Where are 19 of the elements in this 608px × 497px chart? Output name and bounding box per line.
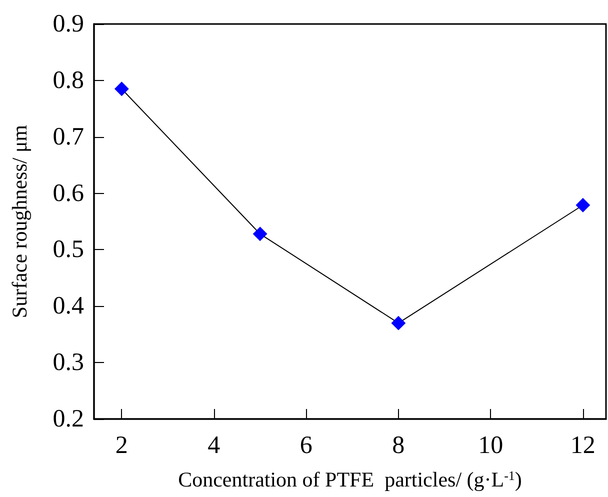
x-tick-label: 2 bbox=[115, 432, 128, 459]
point bbox=[114, 82, 129, 96]
y-tick-label: 0.2 bbox=[52, 406, 84, 432]
point bbox=[576, 198, 590, 212]
x-tick-label: 8 bbox=[392, 432, 405, 459]
y-tick-label: 0.7 bbox=[52, 123, 84, 150]
x-tick-label: 4 bbox=[208, 432, 221, 459]
y-axis-title: Surface roughness/ μm bbox=[8, 124, 32, 318]
y-tick-label: 0.8 bbox=[52, 66, 84, 94]
x-tick-label: 12 bbox=[570, 432, 596, 459]
y-tick-label: 0.9 bbox=[52, 10, 84, 38]
x-tick-label: 6 bbox=[300, 432, 312, 459]
y-tick-label: 0.4 bbox=[52, 292, 84, 320]
y-tick-label: 0.3 bbox=[52, 349, 84, 376]
point bbox=[391, 316, 406, 330]
y-tick-label: 0.6 bbox=[52, 180, 84, 207]
point bbox=[253, 226, 268, 241]
x-tick-label: 10 bbox=[478, 432, 504, 459]
y-tick-label: 0.5 bbox=[52, 236, 84, 264]
